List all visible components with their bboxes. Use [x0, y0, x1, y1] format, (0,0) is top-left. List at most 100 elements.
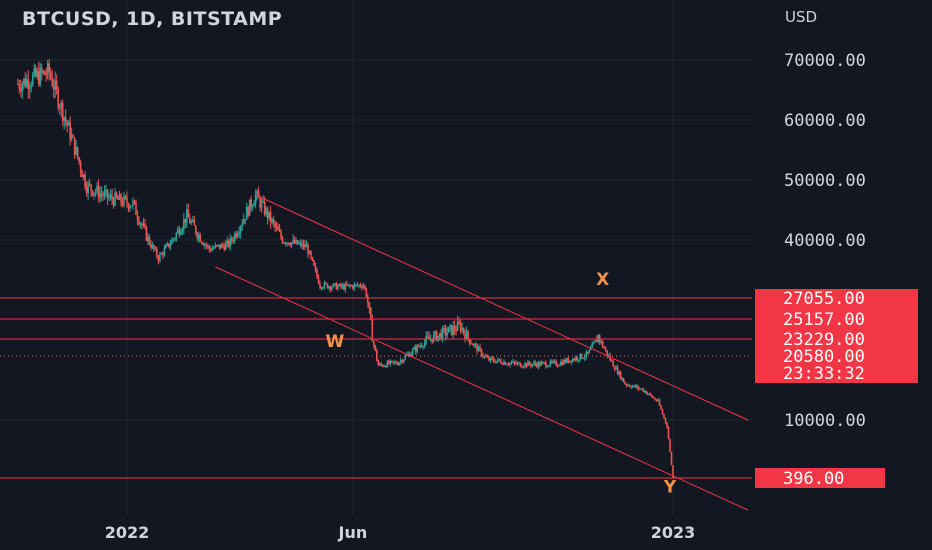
- candle-body: [54, 80, 56, 90]
- candle-body: [85, 187, 88, 194]
- candle-body: [118, 194, 121, 200]
- candle-body: [619, 371, 622, 380]
- candle-body: [148, 236, 151, 245]
- candle-body: [49, 72, 52, 78]
- candle-body: [554, 361, 556, 363]
- candle-body: [269, 211, 272, 223]
- candle-body: [576, 357, 579, 361]
- price-label-box: [755, 468, 885, 488]
- candle-body: [660, 405, 662, 410]
- candle-body: [322, 287, 324, 289]
- candle-body: [461, 327, 463, 331]
- candle-body: [17, 84, 19, 85]
- candle-body: [271, 219, 273, 223]
- candle-body: [582, 358, 585, 360]
- candle-body: [248, 199, 251, 216]
- candle-body: [492, 358, 495, 362]
- candle-body: [392, 361, 395, 363]
- candle-body: [332, 283, 335, 287]
- candle-body: [588, 349, 591, 354]
- y-tick-label: 70000.00: [784, 51, 866, 71]
- candle-body: [151, 244, 154, 248]
- candle-body: [235, 233, 237, 237]
- candle-body: [440, 332, 442, 340]
- candle-body: [643, 390, 646, 392]
- candle-body: [211, 248, 214, 251]
- candle-body: [413, 347, 416, 350]
- candle-body: [343, 285, 345, 290]
- candle-body: [359, 284, 362, 287]
- candle-body: [99, 193, 101, 198]
- candle-body: [331, 286, 333, 290]
- candle-body: [625, 384, 628, 386]
- candle-body: [69, 122, 71, 140]
- candle-body: [82, 174, 85, 178]
- candle-body: [437, 335, 439, 341]
- candle-body: [446, 332, 448, 336]
- candle-body: [19, 88, 22, 92]
- candle-body: [196, 233, 199, 239]
- candle-body: [141, 223, 143, 226]
- candle-body: [117, 197, 119, 200]
- candle-body: [630, 386, 632, 388]
- candle-body: [634, 385, 637, 388]
- candle-body: [545, 362, 547, 367]
- candle-body: [257, 191, 260, 198]
- candle-body: [310, 251, 312, 258]
- candle-body: [277, 226, 279, 231]
- y-tick-label: 50000.00: [784, 171, 866, 191]
- candle-body: [212, 247, 215, 249]
- candle-body: [384, 366, 387, 368]
- candle-body: [22, 78, 25, 85]
- candle-body: [224, 243, 227, 250]
- candle-body: [540, 362, 543, 366]
- candle-body: [94, 191, 97, 193]
- candle-body: [597, 335, 600, 342]
- candle-body: [227, 240, 230, 247]
- candle-body: [103, 191, 106, 197]
- candle-body: [251, 205, 254, 208]
- candle-body: [90, 184, 92, 191]
- price-labels: 27055.0025157.0023229.0020580.0023:33:32…: [755, 289, 918, 489]
- candle-body: [548, 365, 550, 367]
- candle-body: [328, 286, 330, 289]
- candle-body: [266, 208, 269, 219]
- candle-body: [268, 211, 270, 219]
- candle-body: [368, 302, 371, 308]
- candle-body: [340, 283, 342, 287]
- candle-body: [399, 360, 402, 363]
- candle-body: [371, 319, 374, 342]
- candle-body: [280, 231, 282, 238]
- candle-body: [147, 236, 149, 241]
- candle-body: [480, 349, 483, 356]
- x-axis: 2022 Jun 2023: [105, 523, 696, 542]
- candle-body: [471, 343, 474, 346]
- candle-body: [195, 225, 197, 234]
- candle-body: [434, 331, 436, 335]
- candle-body: [419, 345, 421, 347]
- candle-body: [298, 243, 300, 245]
- candle-body: [474, 344, 477, 346]
- candle-body: [512, 361, 514, 363]
- candle-body: [78, 157, 80, 163]
- candle-body: [36, 71, 39, 77]
- candle-body: [574, 357, 577, 361]
- candle-body: [81, 171, 83, 178]
- candle-body: [606, 350, 608, 356]
- candle-body: [177, 229, 179, 233]
- candle-body: [287, 242, 290, 245]
- candle-body: [265, 208, 267, 215]
- candle-body: [519, 362, 522, 367]
- candle-body: [144, 223, 146, 227]
- candle-body: [192, 219, 194, 222]
- candle-body: [509, 362, 511, 365]
- candle-body: [226, 240, 229, 244]
- candle-body: [598, 335, 601, 342]
- candle-body: [247, 207, 249, 216]
- candle-body: [39, 67, 42, 85]
- candle-body: [561, 361, 564, 365]
- candle-body: [476, 344, 478, 352]
- candle-body: [507, 364, 510, 366]
- candle-body: [398, 362, 401, 365]
